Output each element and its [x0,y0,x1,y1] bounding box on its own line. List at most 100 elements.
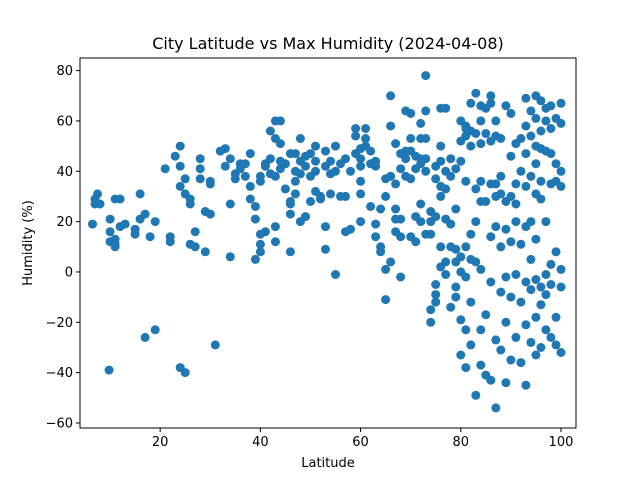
data-point [376,247,386,257]
data-point [416,217,426,227]
data-point [511,199,521,209]
data-point [431,280,441,289]
data-point [220,161,230,171]
data-point [175,161,185,171]
data-point [270,237,280,247]
data-point [531,234,541,244]
y-tick-label: 80 [56,64,73,79]
data-point [170,151,180,161]
data-point [396,232,406,242]
data-point [205,176,215,186]
data-point [491,335,501,345]
data-point [160,164,170,174]
data-point [406,108,416,118]
data-point [416,118,426,128]
data-point [295,134,305,143]
data-point [275,116,285,126]
data-point [556,118,566,128]
data-point [521,181,531,191]
data-point [546,332,556,342]
x-tick-label: 80 [452,435,469,450]
data-point [431,290,441,300]
data-point [285,247,295,257]
data-point [516,166,526,176]
data-point [356,217,366,227]
data-point [391,204,401,214]
data-point [456,156,466,166]
data-point [461,363,471,373]
data-point [285,209,295,219]
data-point [536,300,546,310]
data-point [421,71,431,81]
data-point [461,242,471,252]
data-point [285,199,295,209]
data-point [195,154,205,164]
data-point [351,124,361,133]
data-point [225,199,235,209]
data-point [501,378,511,388]
data-point [536,176,546,186]
data-point [275,139,285,149]
data-point [466,229,476,239]
data-point [436,156,446,166]
data-point [351,131,361,141]
data-point [496,134,506,143]
data-point [104,365,114,375]
data-point [516,358,526,368]
data-point [471,129,481,138]
data-point [481,310,491,320]
data-point [416,199,426,209]
y-tick-label: −60 [46,416,73,431]
data-point [255,247,265,257]
data-point [446,171,456,181]
data-point [431,174,441,184]
y-tick-label: 0 [65,265,73,280]
data-point [551,247,561,257]
data-point [461,325,471,335]
data-point [110,242,120,252]
data-point [396,272,406,282]
data-point [426,317,436,327]
chart-title: City Latitude vs Max Humidity (2024-04-0… [152,34,504,53]
data-point [506,292,516,302]
data-point [135,189,145,199]
data-point [536,282,546,292]
data-point [270,222,280,232]
data-point [210,340,220,350]
data-point [280,184,290,194]
data-point [516,297,526,307]
data-point [376,204,386,214]
data-point [421,134,431,143]
data-point [346,166,355,176]
data-point [95,199,105,209]
y-tick-label: −40 [46,366,73,381]
data-point [526,337,536,347]
data-point [255,239,265,249]
data-point [391,139,401,149]
data-point [516,239,526,249]
data-point [301,212,310,222]
data-point [471,257,481,267]
data-point [456,315,466,325]
data-point [441,103,451,113]
data-point [536,194,546,204]
data-point [551,159,561,169]
data-point [471,217,481,227]
data-point [486,98,496,108]
data-point [331,166,340,176]
data-point [531,312,541,322]
data-point [386,257,396,267]
data-point [306,197,315,206]
data-point [496,242,506,252]
data-point [436,141,446,151]
data-point [506,151,516,161]
data-point [165,232,175,242]
x-axis-label: Latitude [301,456,355,471]
data-point [491,222,501,232]
data-point [476,264,486,274]
data-point [476,176,486,186]
data-point [406,174,416,184]
data-point [371,161,381,171]
data-point [546,280,556,289]
